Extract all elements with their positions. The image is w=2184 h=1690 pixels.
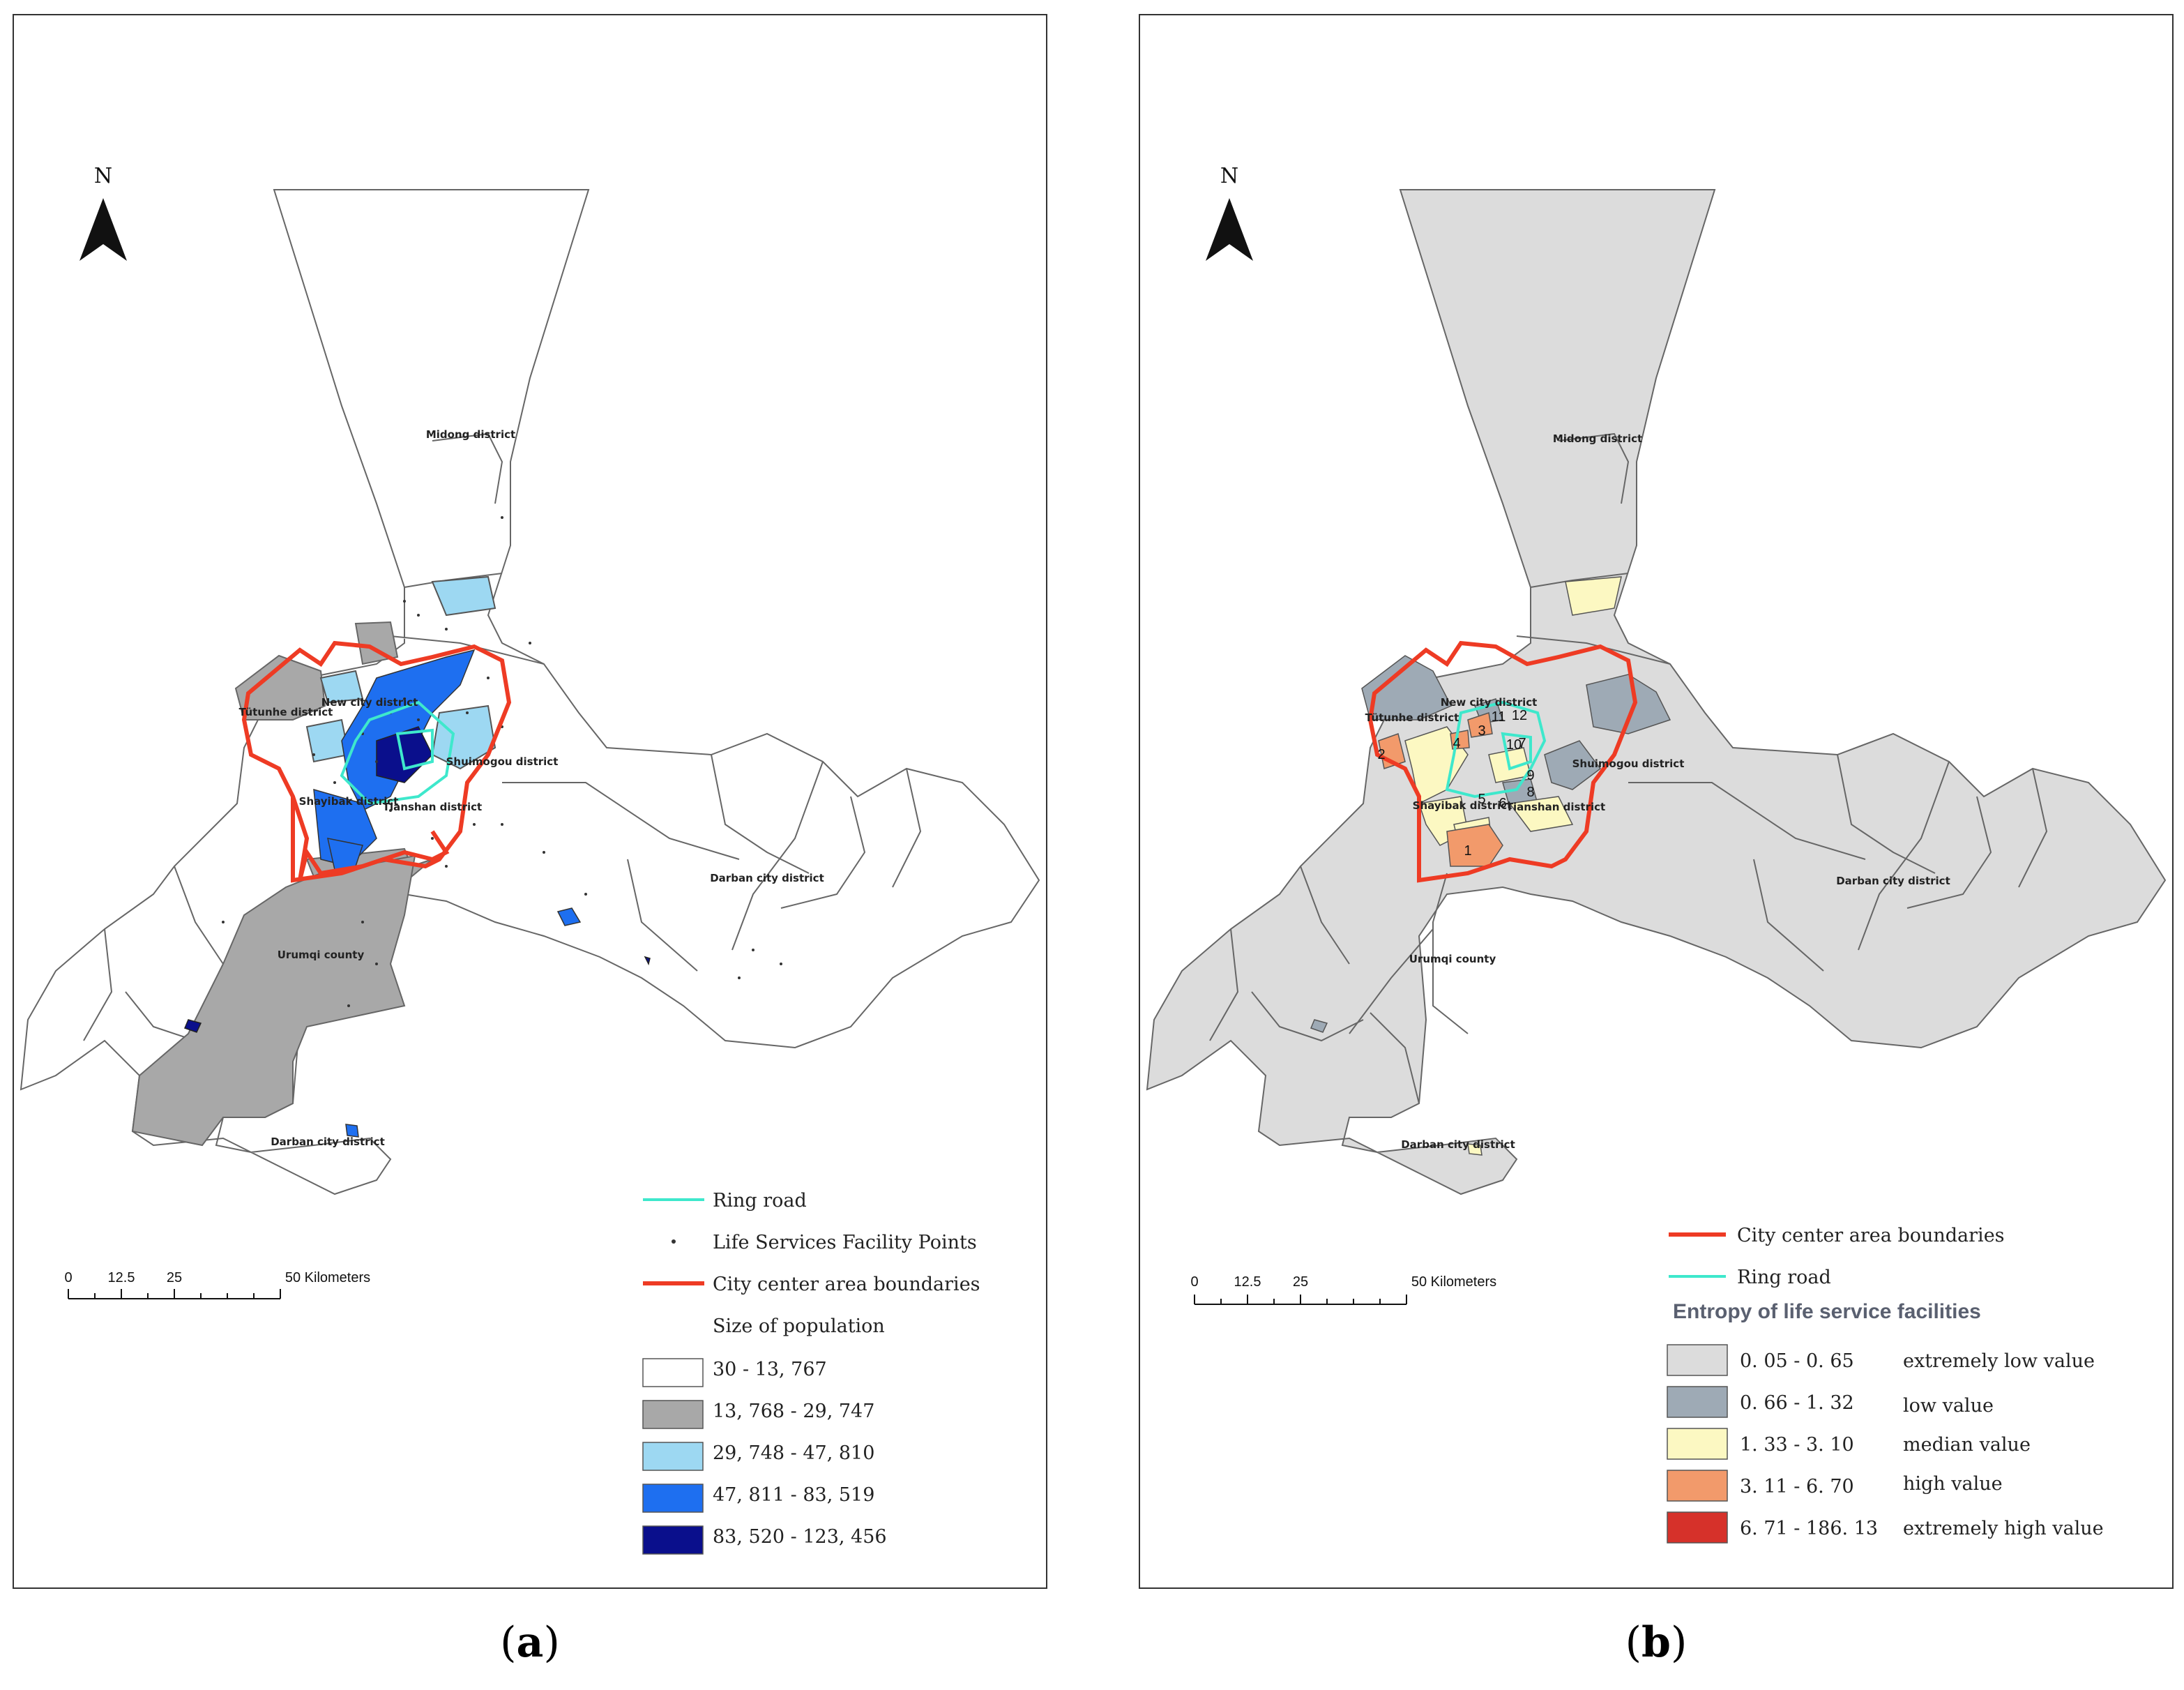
svg-text:9: 9	[1526, 768, 1534, 783]
label-darban-south: Darban city district	[271, 1136, 385, 1148]
legend-entropy-classes: 0. 05 - 0. 65 extremely low value 0. 66 …	[1667, 1344, 2104, 1544]
label-shayibak: Shayibak district	[1413, 799, 1512, 812]
label-darban: Darban city district	[1836, 875, 1950, 887]
svg-text:29, 748 - 47, 810: 29, 748 - 47, 810	[713, 1442, 874, 1464]
study-area-base	[20, 189, 1040, 1195]
scale-bar: 0 12.5 25 50 Kilometers	[1190, 1274, 1496, 1305]
svg-text:12: 12	[1512, 708, 1527, 723]
label-tianshan: Tianshan district	[1506, 801, 1605, 813]
svg-text:12.5: 12.5	[1234, 1274, 1261, 1290]
svg-text:3. 11 - 6. 70: 3. 11 - 6. 70	[1740, 1476, 1854, 1497]
label-new-city: New city district	[1441, 696, 1538, 709]
svg-text:0. 66 - 1. 32: 0. 66 - 1. 32	[1740, 1392, 1854, 1414]
north-arrow-icon	[79, 198, 127, 261]
label-tutunhe: Tütunhe district	[239, 706, 333, 718]
svg-text:8: 8	[1526, 785, 1534, 800]
legend-ring-road-label: Ring road	[1737, 1267, 1831, 1288]
svg-text:median value: median value	[1903, 1434, 2031, 1456]
zone-numbers: 1 2 3 4 5 6 7 8 9 10 11 12	[1377, 708, 1534, 859]
svg-text:0. 05 - 0. 65: 0. 05 - 0. 65	[1740, 1350, 1854, 1372]
north-label: N	[1220, 164, 1238, 188]
svg-text:6. 71 - 186. 13: 6. 71 - 186. 13	[1740, 1518, 1878, 1539]
caption-b: (b)	[1625, 1618, 1688, 1667]
population-map: N	[20, 164, 1040, 1555]
legend-entropy-title: Entropy of life service facilities	[1673, 1300, 1981, 1323]
city-center-boundary	[1367, 640, 1638, 883]
caption-a: (a)	[500, 1618, 560, 1667]
label-tutunhe: Tütunhe district	[1365, 711, 1459, 724]
scale-bar: 0 12.5 25 50 Kilometers	[64, 1270, 370, 1299]
svg-text:5: 5	[1478, 792, 1485, 807]
label-shayibak: Shayibak district	[299, 795, 399, 808]
svg-text:12.5: 12.5	[108, 1270, 135, 1285]
legend-boundary-label: City center area boundaries	[1737, 1225, 2005, 1246]
legend-a: Ring road Life Services Facility Points …	[642, 1190, 980, 1555]
svg-text:1. 33 - 3. 10: 1. 33 - 3. 10	[1740, 1434, 1854, 1456]
label-shuimogou: Shuimogou district	[446, 755, 559, 768]
legend-point-swatch	[672, 1239, 676, 1244]
label-urumqi-county: Urumqi county	[1409, 953, 1496, 965]
label-darban: Darban city district	[710, 872, 824, 884]
svg-text:extremely low value: extremely low value	[1903, 1350, 2095, 1372]
legend-population-title: Size of population	[713, 1315, 885, 1337]
legend-ring-road-label: Ring road	[713, 1190, 807, 1212]
svg-text:83, 520 - 123, 456: 83, 520 - 123, 456	[713, 1526, 887, 1548]
label-shuimogou: Shuimogou district	[1572, 757, 1685, 770]
svg-text:30 - 13, 767: 30 - 13, 767	[713, 1359, 827, 1380]
svg-text:0: 0	[1190, 1274, 1198, 1290]
svg-text:0: 0	[64, 1270, 72, 1285]
svg-text:1: 1	[1464, 843, 1471, 859]
north-label: N	[94, 164, 112, 188]
label-midong: Midong district	[1553, 432, 1642, 445]
svg-text:3: 3	[1478, 723, 1485, 739]
label-urumqi-county: Urumqi county	[278, 949, 365, 961]
label-darban-south: Darban city district	[1401, 1138, 1515, 1151]
map-panel-a: N	[13, 14, 1047, 1589]
svg-text:6: 6	[1499, 796, 1506, 811]
label-new-city: New city district	[321, 696, 418, 709]
ring-road	[1445, 700, 1547, 799]
svg-text:7: 7	[1518, 736, 1526, 751]
entropy-map: N	[1146, 164, 2167, 1544]
city-center-boundary-south	[291, 796, 450, 881]
svg-text:high value: high value	[1903, 1473, 2003, 1495]
legend-population-classes: 30 - 13, 767 13, 768 - 29, 747 29, 748 -…	[642, 1358, 887, 1555]
legend-b: City center area boundaries Ring road En…	[1667, 1225, 2104, 1544]
svg-text:2: 2	[1377, 747, 1385, 762]
svg-text:10: 10	[1506, 737, 1522, 753]
svg-text:low value: low value	[1903, 1395, 1994, 1417]
svg-text:50 Kilometers: 50 Kilometers	[285, 1270, 370, 1285]
population-class-5-areas	[184, 726, 651, 1033]
legend-facility-label: Life Services Facility Points	[713, 1232, 977, 1253]
svg-text:4: 4	[1453, 736, 1460, 751]
svg-text:25: 25	[1293, 1274, 1308, 1290]
legend-boundary-label: City center area boundaries	[713, 1274, 980, 1295]
svg-text:25: 25	[167, 1270, 182, 1285]
ring-road	[340, 700, 455, 806]
svg-text:47, 811 - 83, 519: 47, 811 - 83, 519	[713, 1484, 874, 1506]
entropy-low-areas	[1310, 655, 1671, 1033]
city-center-boundary	[241, 640, 512, 883]
population-class-3-areas	[305, 575, 496, 770]
svg-text:11: 11	[1492, 709, 1506, 725]
map-panel-b: N	[1139, 14, 2174, 1589]
label-tianshan: Tianshan district	[383, 801, 482, 813]
label-midong: Midong district	[426, 428, 515, 441]
north-arrow-icon	[1206, 198, 1253, 261]
svg-text:50 Kilometers: 50 Kilometers	[1411, 1274, 1496, 1290]
svg-text:13, 768 - 29, 747: 13, 768 - 29, 747	[713, 1401, 874, 1422]
svg-text:extremely high value: extremely high value	[1903, 1518, 2104, 1539]
